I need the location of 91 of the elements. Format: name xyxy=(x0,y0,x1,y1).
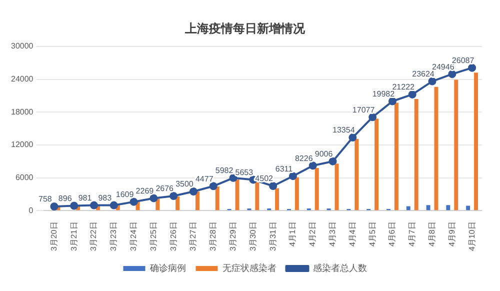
point xyxy=(269,182,278,190)
data-label: 6311 xyxy=(275,164,294,174)
data-label: 1609 xyxy=(116,190,134,200)
point xyxy=(288,172,297,180)
data-label: 19982 xyxy=(372,89,396,98)
data-label: 981 xyxy=(78,193,92,202)
x-tick-label: 4月5日 xyxy=(368,222,377,247)
point xyxy=(90,201,98,210)
bar xyxy=(414,98,418,210)
chart-title: 上海疫情每日新增情况 xyxy=(184,22,306,36)
x-tick-label: 4月6日 xyxy=(388,222,397,247)
x-tick-label: 4月1日 xyxy=(288,222,298,247)
x-tick-label: 4月2日 xyxy=(308,222,318,247)
point xyxy=(150,194,158,202)
data-label: 896 xyxy=(58,194,72,203)
point xyxy=(448,70,456,78)
legend-label: 感染者总人数 xyxy=(312,262,367,273)
data-label: 758 xyxy=(38,194,52,204)
data-label: 983 xyxy=(98,193,112,202)
point xyxy=(388,97,396,106)
bar xyxy=(275,188,280,210)
x-tick-label: 3月22日 xyxy=(89,222,98,252)
x-tick-label: 4月10日 xyxy=(467,222,476,252)
data-label: 17077 xyxy=(352,105,376,114)
point xyxy=(408,90,416,98)
x-tick-label: 3月29日 xyxy=(228,222,238,252)
x-tick-label: 4月9日 xyxy=(447,222,456,247)
bar xyxy=(374,118,379,210)
bar xyxy=(454,80,458,210)
bar xyxy=(156,198,160,210)
bar xyxy=(406,206,410,210)
y-tick-label: 12000 xyxy=(10,140,34,150)
point xyxy=(368,113,377,122)
point xyxy=(209,182,218,190)
x-tick-label: 3月30日 xyxy=(248,222,258,252)
x-tick-label: 3月24日 xyxy=(128,222,138,252)
y-tick-label: 18000 xyxy=(10,107,34,116)
bar xyxy=(474,72,478,210)
bar xyxy=(294,177,299,210)
data-label: 21222 xyxy=(392,82,416,92)
bar xyxy=(195,191,200,210)
x-tick-label: 3月26日 xyxy=(168,222,178,252)
y-tick-label: 0 xyxy=(28,206,34,215)
point xyxy=(70,202,78,210)
bar xyxy=(176,196,180,210)
x-tick-label: 3月25日 xyxy=(148,222,158,252)
point xyxy=(170,192,178,200)
bar xyxy=(354,138,359,210)
bar xyxy=(446,205,450,210)
data-label: 8226 xyxy=(294,154,314,163)
data-label: 13354 xyxy=(332,126,356,135)
y-tick-label: 30000 xyxy=(10,42,34,51)
x-tick-label: 3月23日 xyxy=(109,222,118,252)
x-tick-label: 3月27日 xyxy=(188,222,198,252)
point xyxy=(348,134,357,142)
point xyxy=(110,201,118,210)
point xyxy=(328,157,337,166)
point xyxy=(308,162,317,170)
data-label: 9006 xyxy=(314,150,334,159)
point xyxy=(229,174,238,182)
bar xyxy=(394,102,398,210)
bar xyxy=(255,182,260,210)
bar xyxy=(466,206,470,210)
point xyxy=(189,187,198,196)
bar xyxy=(314,168,319,210)
data-label: 5982 xyxy=(215,166,234,176)
bar xyxy=(434,86,438,210)
data-label: 2676 xyxy=(156,184,174,194)
data-label: 4477 xyxy=(195,174,214,184)
legend-label: 确诊病例 xyxy=(148,262,186,273)
data-label: 5653 xyxy=(235,168,254,177)
x-tick-label: 3月28日 xyxy=(208,222,218,252)
data-label: 3500 xyxy=(176,180,194,189)
x-tick-label: 4月4日 xyxy=(348,222,357,247)
data-label: 23624 xyxy=(412,70,435,79)
point xyxy=(130,198,138,206)
y-tick-label: 24000 xyxy=(10,74,34,84)
x-tick-label: 3月21日 xyxy=(69,222,78,252)
x-tick-label: 4月7日 xyxy=(408,222,417,247)
bar xyxy=(426,205,430,210)
x-tick-label: 3月31日 xyxy=(268,222,278,252)
x-tick-label: 4月8日 xyxy=(427,222,436,247)
legend-label: 无症状感染者 xyxy=(222,262,276,273)
x-tick-label: 4月3日 xyxy=(328,222,337,247)
point xyxy=(50,202,58,210)
y-tick-label: 6000 xyxy=(15,173,34,182)
data-label: 2269 xyxy=(136,186,154,196)
bar xyxy=(215,186,220,210)
point xyxy=(468,64,476,72)
point xyxy=(428,77,436,86)
x-tick-label: 3月20日 xyxy=(49,222,58,252)
